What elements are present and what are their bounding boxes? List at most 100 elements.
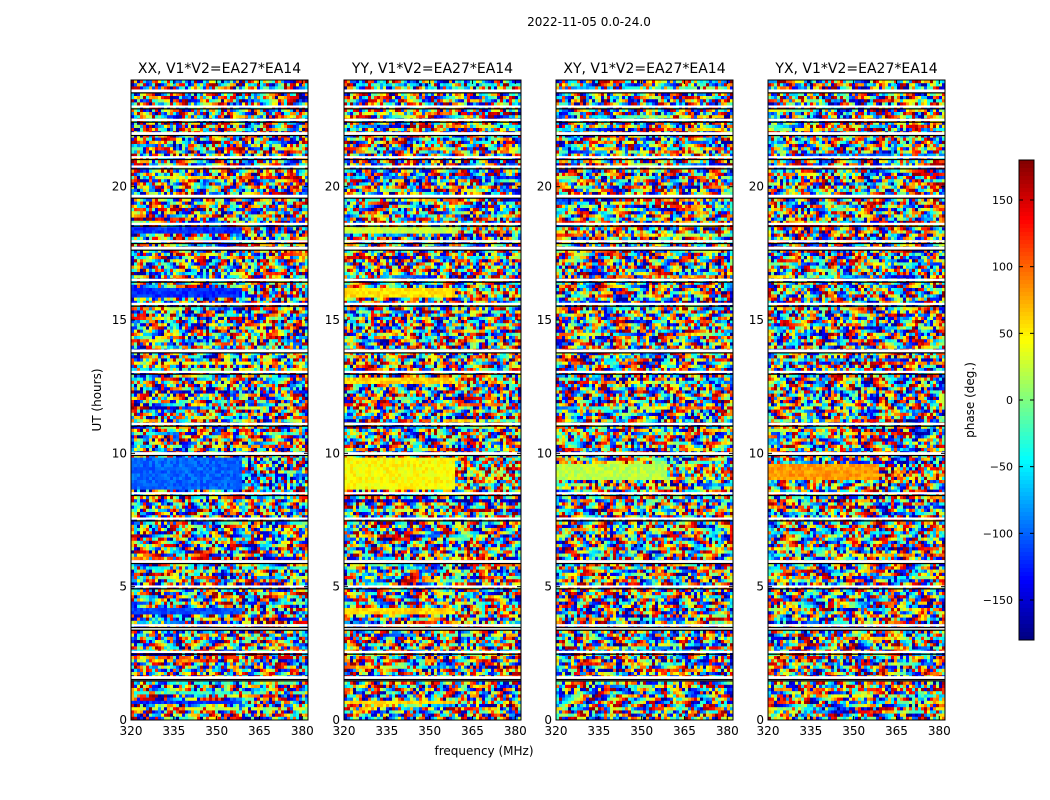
flagged-gap: [556, 585, 733, 588]
colorbar-segment: [1019, 588, 1034, 593]
gap-edge: [556, 494, 733, 497]
gap-edge: [556, 168, 733, 170]
colorbar-segment: [1019, 444, 1034, 449]
flagged-gap: [556, 246, 733, 250]
colorbar-segment: [1019, 604, 1034, 609]
suptitle: 2022-11-05 0.0-24.0: [527, 15, 651, 29]
colorbar-tick-label: −100: [983, 527, 1013, 540]
panel-title: YX, V1*V2=EA27*EA14: [774, 61, 937, 77]
gap-edge: [556, 121, 733, 123]
colorbar-segment: [1019, 520, 1034, 525]
flagged-gap: [768, 626, 945, 630]
y-tick-label: 20: [112, 180, 127, 194]
colorbar-segment: [1019, 380, 1034, 385]
colorbar-segment: [1019, 516, 1034, 521]
gap-edge: [768, 352, 945, 354]
flagged-gap: [768, 118, 945, 121]
colorbar-segment: [1019, 280, 1034, 285]
x-tick-label: 335: [162, 724, 185, 738]
gap-edge: [768, 168, 945, 170]
gap-edge: [556, 242, 733, 245]
gap-edge: [131, 678, 308, 681]
colorbar-segment: [1019, 612, 1034, 617]
colorbar-segment: [1019, 468, 1034, 473]
flagged-gap: [131, 105, 308, 108]
gap-edge: [131, 225, 308, 227]
gap-edge: [768, 588, 945, 590]
colorbar-tick-label: −50: [990, 461, 1013, 474]
gap-edge: [131, 305, 308, 307]
gap-edge: [768, 454, 945, 457]
phase-heatmap: [131, 80, 308, 720]
flagged-gap: [344, 156, 521, 159]
y-axis-label: UT (hours): [90, 368, 104, 431]
colorbar-segment: [1019, 628, 1034, 633]
colorbar-segment: [1019, 396, 1034, 401]
colorbar-segment: [1019, 556, 1034, 561]
colorbar-segment: [1019, 488, 1034, 493]
colorbar-segment: [1019, 172, 1034, 177]
flagged-gap: [768, 676, 945, 679]
gap-edge: [344, 373, 521, 375]
colorbar-segment: [1019, 636, 1034, 641]
x-tick-label: 380: [291, 724, 314, 738]
gap-edge: [131, 158, 308, 161]
flagged-gap: [556, 302, 733, 305]
gap-edge: [131, 626, 308, 629]
flagged-gap: [556, 626, 733, 630]
gap-edge: [344, 249, 521, 251]
y-tick-label: 15: [325, 313, 340, 327]
flagged-gap: [344, 560, 521, 564]
gap-edge: [344, 653, 521, 655]
colorbar-segment: [1019, 476, 1034, 481]
flagged-gap: [344, 624, 521, 627]
flagged-gap: [131, 222, 308, 225]
flagged-gap: [131, 89, 308, 93]
flagged-gap: [344, 585, 521, 588]
colorbar-segment: [1019, 168, 1034, 173]
panel-frame: [767, 79, 946, 721]
colorbar-segment: [1019, 508, 1034, 513]
colorbar-segment: [1019, 528, 1034, 533]
flagged-gap: [556, 105, 733, 108]
colorbar-segment: [1019, 452, 1034, 457]
flagged-gap: [768, 560, 945, 564]
colorbar-segment: [1019, 164, 1034, 169]
x-tick-label: 320: [545, 724, 568, 738]
flagged-gap: [556, 278, 733, 281]
colorbar-label: phase (deg.): [963, 362, 977, 438]
colorbar-segment: [1019, 184, 1034, 189]
gap-edge: [768, 134, 945, 137]
colorbar-segment: [1019, 276, 1034, 281]
x-tick-label: 380: [504, 724, 527, 738]
gap-edge: [768, 653, 945, 655]
flagged-gap: [768, 165, 945, 168]
gap-edge: [768, 158, 945, 161]
flagged-gap: [131, 626, 308, 630]
gap-edge: [131, 92, 308, 94]
colorbar-segment: [1019, 160, 1034, 165]
colorbar-segment: [1019, 504, 1034, 509]
colorbar-segment: [1019, 284, 1034, 289]
x-tick-label: 365: [885, 724, 908, 738]
colorbar-segment: [1019, 632, 1034, 637]
colorbar-segment: [1019, 420, 1034, 425]
gap-edge: [344, 134, 521, 137]
gap-edge: [556, 249, 733, 251]
colorbar-segment: [1019, 348, 1034, 353]
gap-edge: [344, 588, 521, 590]
colorbar-segment: [1019, 332, 1034, 337]
flagged-gap: [344, 302, 521, 305]
gap-edge: [344, 158, 521, 161]
colorbar-segment: [1019, 316, 1034, 321]
flagged-gap: [131, 650, 308, 653]
gap-edge: [556, 653, 733, 655]
flagged-gap: [768, 492, 945, 495]
flagged-gap: [556, 517, 733, 520]
colorbar-segment: [1019, 232, 1034, 237]
colorbar-segment: [1019, 440, 1034, 445]
flagged-gap: [556, 676, 733, 679]
gap-edge: [768, 305, 945, 307]
flagged-gap: [556, 560, 733, 564]
